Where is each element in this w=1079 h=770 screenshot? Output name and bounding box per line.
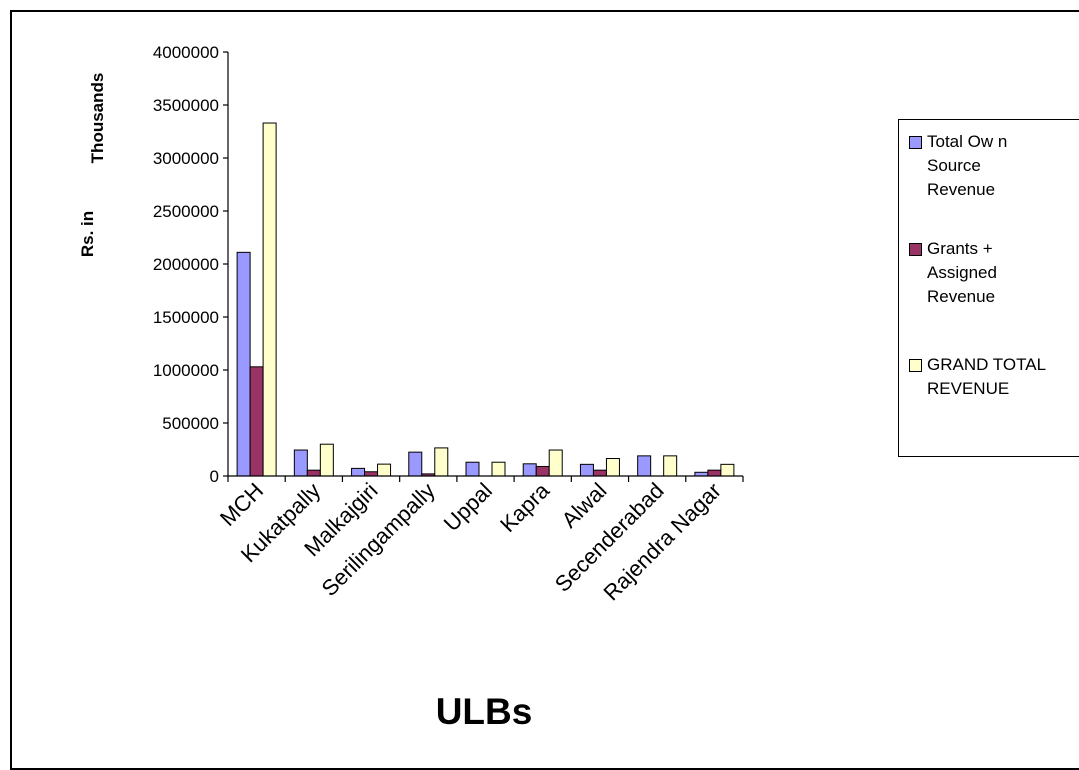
- axes-group: [223, 51, 744, 482]
- bar-grand-total-serilingampally: [434, 447, 449, 477]
- y-tick-label-500000: 500000: [162, 414, 219, 433]
- y-tick-labels: 0 500000 1000000 1500000 2000000 2500000 30000…: [153, 43, 219, 486]
- y-tick-label-0: 0: [210, 467, 219, 486]
- bar-grand-total-mch: [262, 122, 277, 477]
- legend-item-grants: Grants + Assigned Revenue: [909, 237, 1077, 309]
- y-tick-label-2500000: 2500000: [153, 202, 219, 221]
- bar-grand-total-uppal: [491, 461, 506, 477]
- y-tick-label-2000000: 2000000: [153, 255, 219, 274]
- bar-own-source-kapra: [522, 463, 537, 477]
- y-axis-label-thousands: Thousands: [88, 73, 107, 164]
- bar-grants-rajendra-nagar: [707, 469, 722, 477]
- bar-grand-total-kukatpally: [319, 443, 334, 477]
- x-tick-label-mch: MCH: [215, 478, 268, 531]
- y-tick-label-3500000: 3500000: [153, 96, 219, 115]
- legend-swatch-grants: [909, 243, 922, 256]
- bar-grand-total-kapra: [548, 449, 563, 477]
- y-tick-label-3000000: 3000000: [153, 149, 219, 168]
- y-tick-label-1500000: 1500000: [153, 308, 219, 327]
- bar-grants-kapra: [535, 465, 550, 477]
- bar-grants-kukatpally: [306, 469, 321, 477]
- bar-own-source-mch: [236, 251, 251, 477]
- legend: Total Ow n Source Revenue Grants + Assig…: [898, 119, 1079, 457]
- bars-group: [236, 122, 735, 477]
- bar-own-source-alwal: [579, 463, 594, 477]
- bar-own-source-secenderabad: [637, 455, 652, 477]
- bar-grants-alwal: [592, 469, 607, 477]
- bar-grand-total-malkajgiri: [377, 463, 392, 477]
- y-axis-label-rs-in: Rs. in: [78, 211, 97, 257]
- y-tick-label-4000000: 4000000: [153, 43, 219, 62]
- bar-own-source-uppal: [465, 461, 480, 477]
- bar-own-source-kukatpally: [293, 449, 308, 477]
- bar-own-source-serilingampally: [408, 451, 423, 477]
- bar-grand-total-alwal: [605, 458, 620, 477]
- legend-swatch-grand-total: [909, 359, 922, 372]
- bar-grand-total-secenderabad: [663, 455, 678, 477]
- bar-own-source-malkajgiri: [351, 467, 366, 477]
- y-tick-label-1000000: 1000000: [153, 361, 219, 380]
- x-tick-label-uppal: Uppal: [439, 478, 497, 536]
- legend-item-grand-total: GRAND TOTAL REVENUE: [909, 353, 1077, 401]
- bar-grants-mch: [249, 366, 264, 477]
- bar-grants-malkajgiri: [364, 471, 379, 477]
- legend-label-grand-total: GRAND TOTAL REVENUE: [927, 355, 1047, 398]
- bar-grand-total-rajendra-nagar: [720, 463, 735, 477]
- legend-swatch-own-source: [909, 136, 922, 149]
- x-axis-label: ULBs: [436, 691, 533, 732]
- x-tick-labels: MCHKukatpallyMalkajgiriSerilingampallyUp…: [215, 477, 726, 605]
- legend-label-own-source: Total Ow n Source Revenue: [927, 132, 1008, 199]
- legend-item-own-source: Total Ow n Source Revenue: [909, 130, 1077, 202]
- legend-label-grants: Grants + Assigned Revenue: [927, 239, 997, 306]
- x-tick-label-kapra: Kapra: [495, 477, 555, 537]
